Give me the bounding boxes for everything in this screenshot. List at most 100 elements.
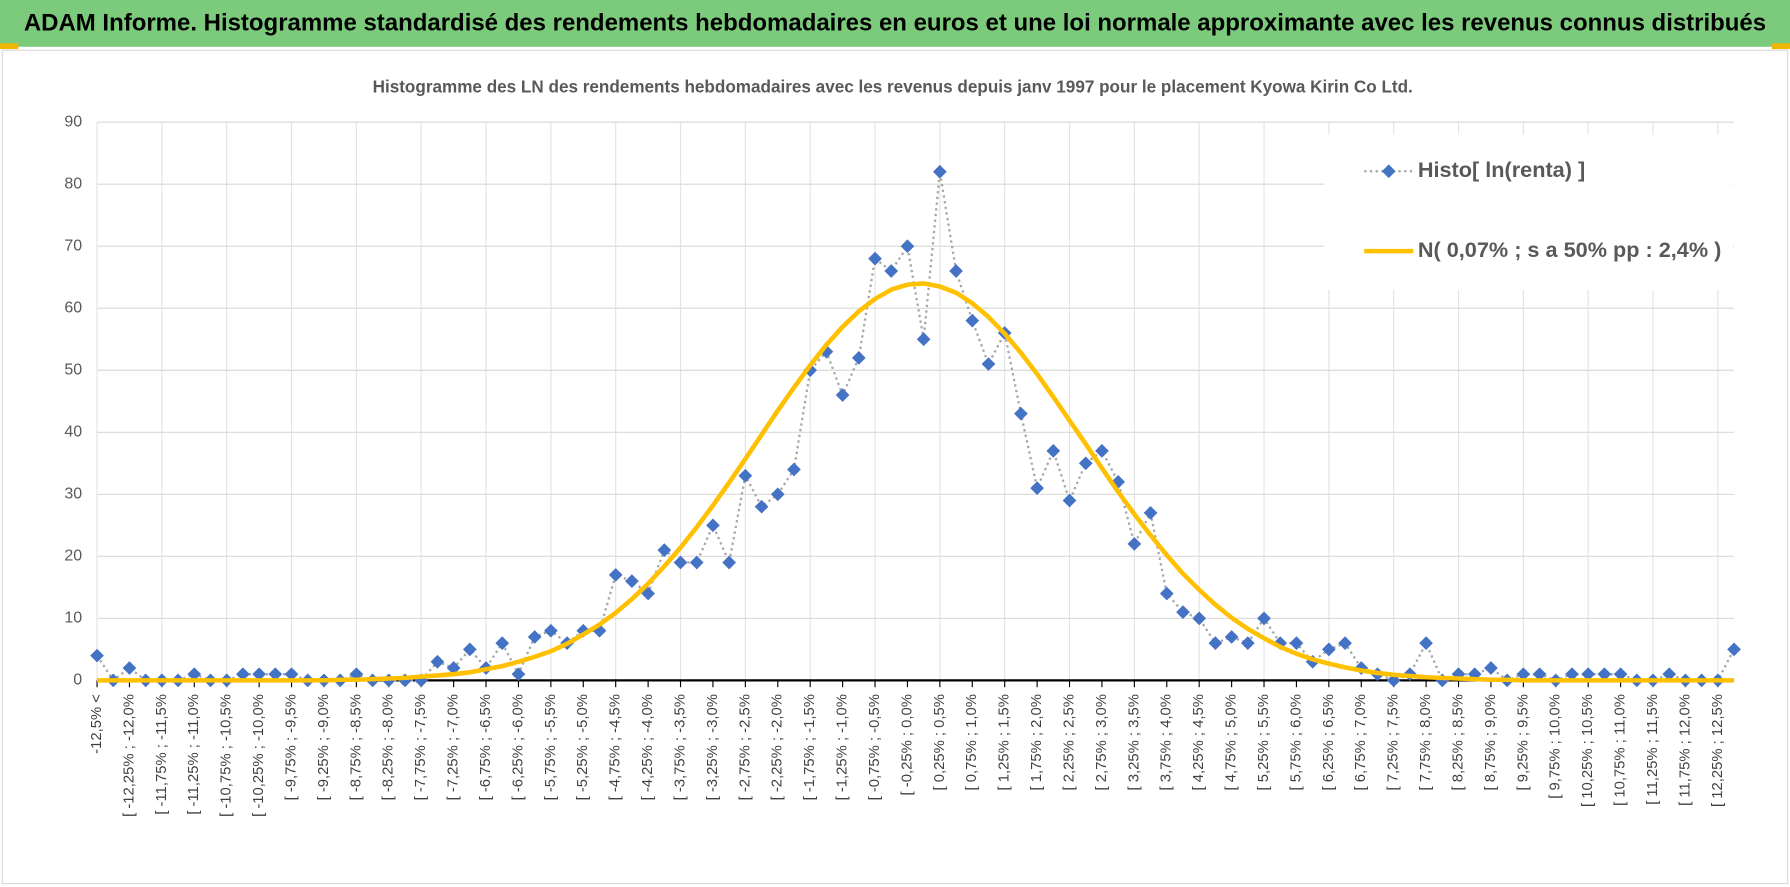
x-tick-label: [ 5,25% ; 5,5% (1256, 694, 1272, 790)
marker (722, 555, 737, 570)
marker (965, 313, 980, 328)
x-tick-label: [ 10,25% ; 10,5% (1580, 694, 1596, 807)
x-tick-label: [ -9,75% ; -9,5% (283, 694, 299, 800)
marker (495, 636, 510, 651)
x-tick-label: -12,5% < (89, 694, 105, 754)
x-tick-label: [ 12,25% ; 12,5% (1710, 694, 1726, 807)
y-tick-label: 90 (64, 113, 82, 130)
y-tick-label: 60 (64, 299, 82, 316)
x-tick-label: [ -11,25% ; -11,0% (186, 694, 202, 815)
x-tick-label: [ 8,75% ; 9,0% (1483, 694, 1499, 790)
marker (933, 164, 947, 179)
x-tick-label: [ -11,75% ; -11,5% (154, 694, 170, 815)
marker (1224, 630, 1239, 644)
marker (868, 251, 882, 266)
x-tick-label: [ -2,75% ; -2,5% (737, 694, 753, 800)
marker (851, 350, 866, 365)
marker (462, 642, 477, 657)
x-tick-label: [ -3,25% ; -3,0% (705, 694, 721, 800)
x-tick-label: [ 10,75% ; 11,0% (1613, 694, 1629, 806)
page-header: ADAM Informe. Histogramme standardisé de… (24, 9, 1766, 36)
x-tick-label: [ -0,25% ; 0,0% (899, 694, 915, 795)
x-tick-label: [ 2,25% ; 2,5% (1061, 694, 1077, 790)
marker (949, 264, 963, 278)
marker (738, 468, 753, 483)
x-tick-label: [ -1,75% ; -1,5% (802, 694, 818, 800)
y-tick-label: 30 (64, 486, 82, 503)
y-tick-label: 50 (64, 361, 82, 378)
marker (90, 648, 104, 663)
x-tick-label: [ -7,25% ; -7,0% (446, 694, 462, 800)
marker (1208, 636, 1223, 651)
marker (1322, 642, 1336, 657)
series-line (97, 281, 1735, 683)
marker (1240, 636, 1255, 651)
marker (1095, 444, 1109, 458)
x-tick-label: [ 3,75% ; 4,0% (1159, 694, 1175, 790)
legend: Histo[ ln(renta) ] N( 0,07% ; s a 50% pp … (1324, 134, 1733, 290)
marker (1289, 636, 1304, 651)
x-tick-label: [ 1,75% ; 2,0% (1029, 694, 1045, 790)
marker (1381, 164, 1396, 179)
y-tick-label: 70 (64, 237, 82, 254)
x-tick-label: [ -4,25% ; -4,0% (640, 694, 656, 800)
x-tick-label: [ -5,25% ; -5,0% (575, 694, 591, 800)
x-tick-label: [ -1,25% ; -1,0% (835, 694, 851, 800)
corner-mark (1771, 43, 1790, 50)
header-bar (0, 0, 1790, 47)
x-tick-label: [ 4,25% ; 4,5% (1191, 694, 1207, 790)
grid: 0 10 20 30 40 50 60 70 80 90 -12,5% < [ -12,25% ; -… (64, 113, 1735, 817)
x-tick-label: [ 1,25% ; 1,5% (997, 694, 1013, 790)
legend-label: Histo[ ln(renta) ] (1418, 157, 1585, 182)
x-tick-label: [ 11,25% ; 11,5% (1645, 694, 1661, 805)
marker (884, 264, 899, 278)
marker (1078, 456, 1093, 471)
x-tick-label: [ -8,25% ; -8,0% (381, 694, 397, 800)
x-tick-label: [ -10,75% ; -10,5% (219, 694, 235, 817)
marker (835, 388, 850, 402)
marker (1111, 475, 1125, 489)
marker (689, 555, 704, 570)
x-tick-label: [ 3,25% ; 3,5% (1126, 694, 1142, 790)
x-tick-label: [ -12,25% ; -12,0% (121, 694, 137, 817)
marker (527, 630, 542, 644)
x-tick-label: [ -3,75% ; -3,5% (672, 694, 688, 800)
legend-box (1324, 134, 1733, 290)
x-tick-label: [ -5,75% ; -5,5% (543, 694, 559, 800)
x-tick-label: [ 9,75% ; 10,0% (1548, 694, 1564, 799)
y-tick-label: 20 (64, 548, 82, 565)
x-tick-label: [ 7,75% ; 8,0% (1418, 694, 1434, 790)
marker (673, 555, 688, 570)
corner-mark (0, 43, 19, 50)
x-tick-label: [ 0,75% ; 1,0% (964, 694, 980, 790)
x-tick-label: [ 0,25% ; 0,5% (932, 694, 948, 790)
x-tick-label: [ 9,25% ; 9,5% (1515, 694, 1531, 790)
y-tick-label: 10 (64, 610, 82, 627)
x-tick-label: [ -7,75% ; -7,5% (413, 694, 429, 800)
x-tick-label: [ 11,75% ; 12,0% (1677, 694, 1693, 806)
x-tick-label: [ 6,25% ; 6,5% (1321, 694, 1337, 790)
x-tick-label: [ 8,25% ; 8,5% (1450, 694, 1466, 790)
x-tick-label: [ -10,25% ; -10,0% (251, 694, 267, 817)
y-tick-label: 0 (73, 672, 82, 689)
x-tick-label: [ -6,25% ; -6,0% (510, 694, 526, 800)
y-tick-label: 40 (64, 423, 82, 440)
x-tick-label: [ -4,75% ; -4,5% (608, 694, 624, 800)
marker (1338, 636, 1352, 651)
x-tick-label: [ -2,25% ; -2,0% (770, 694, 786, 800)
x-tick-label: [ 6,75% ; 7,0% (1353, 694, 1369, 790)
x-tick-label: [ -0,75% ; -0,5% (867, 694, 883, 800)
marker (706, 518, 720, 533)
y-tick-label: 80 (64, 175, 82, 192)
x-tick-label: [ 7,25% ; 7,5% (1386, 694, 1402, 790)
x-tick-label: [ -9,25% ; -9,0% (316, 694, 332, 800)
chart-frame (1, 49, 1789, 885)
legend-label: N( 0,07% ; s a 50% pp : 2,4% ) (1418, 237, 1722, 262)
x-tick-label: [ 5,75% ; 6,0% (1288, 694, 1304, 790)
x-tick-label: [ 4,75% ; 5,0% (1224, 694, 1240, 790)
x-tick-label: [ -6,75% ; -6,5% (478, 694, 494, 800)
x-tick-label: [ -8,75% ; -8,5% (348, 694, 364, 800)
x-tick-label: [ 2,75% ; 3,0% (1094, 694, 1110, 790)
chart-title: Histogramme des LN des rendements hebdom… (373, 77, 1413, 96)
